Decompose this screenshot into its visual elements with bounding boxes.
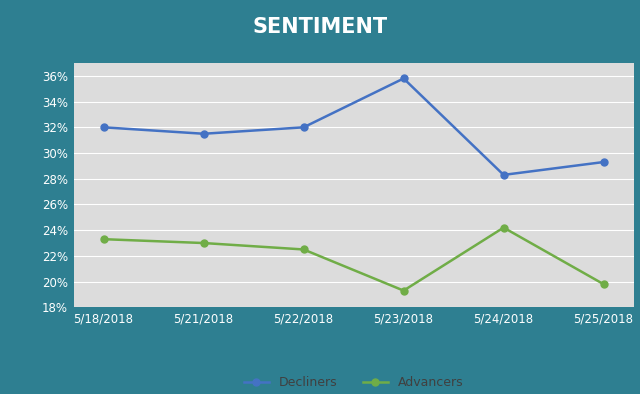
Legend: Decliners, Advancers: Decliners, Advancers (239, 371, 468, 394)
Text: SENTIMENT: SENTIMENT (252, 17, 388, 37)
